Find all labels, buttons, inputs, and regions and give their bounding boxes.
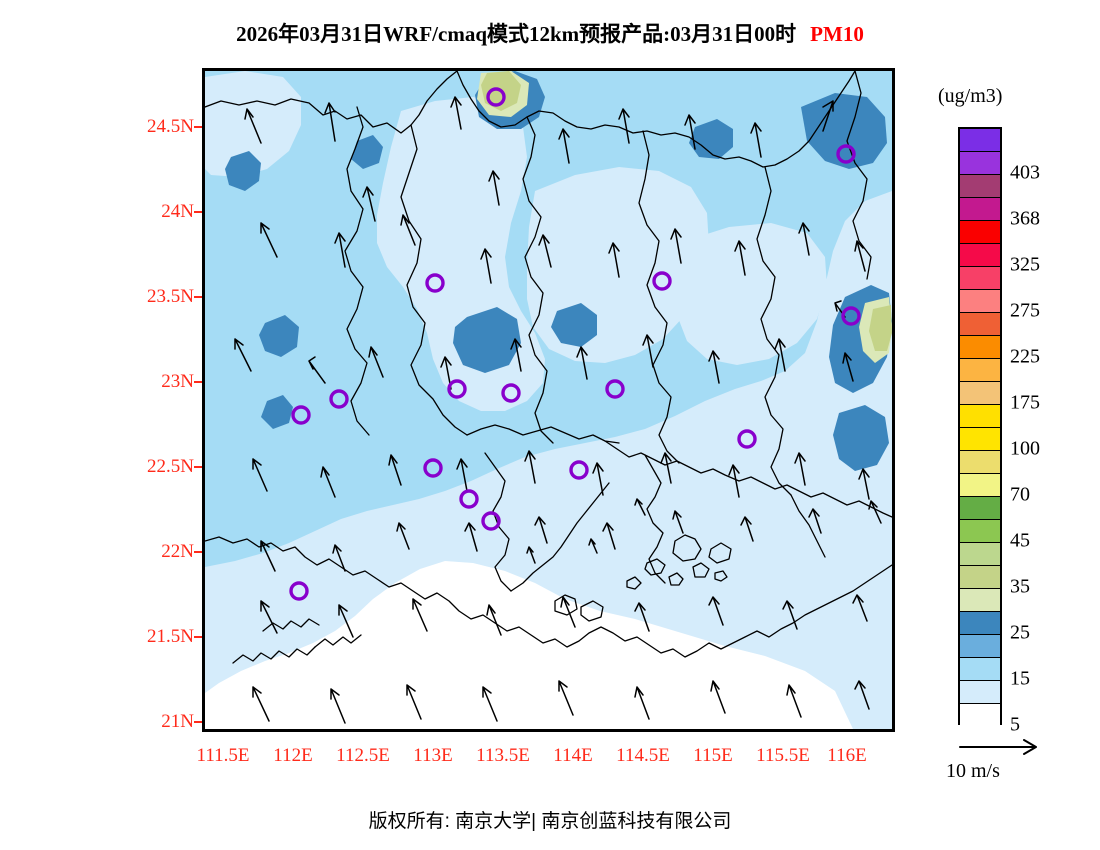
colorbar-band-14 [960, 451, 1000, 474]
colorbar-tick-403: 403 [1010, 161, 1040, 184]
colorbar-tick-45: 45 [1010, 529, 1030, 552]
x-tick-label-115.5E: 115.5E [756, 745, 810, 766]
copyright-footer: 版权所有: 南京大学| 南京创蓝科技有限公司 [368, 811, 732, 832]
wind-vector-field [234, 96, 882, 724]
colorbar-tick-225: 225 [1010, 345, 1040, 368]
y-tick-label-24.5N: 24.5N [147, 116, 194, 137]
colorbar-band-9 [960, 336, 1000, 359]
colorbar-tick-275: 275 [1010, 299, 1040, 322]
map-canvas [205, 71, 892, 729]
colorbar-band-19 [960, 566, 1000, 589]
title-species-text: PM10 [810, 22, 864, 46]
colorbar-band-0 [960, 129, 1000, 152]
colorbar-band-10 [960, 359, 1000, 382]
colorbar-band-13 [960, 428, 1000, 451]
colorbar-band-3 [960, 198, 1000, 221]
x-tick-label-114E: 114E [553, 745, 593, 766]
colorbar-band-25 [960, 704, 1000, 727]
colorbar-tick-25: 25 [1010, 621, 1030, 644]
y-tick-label-23N: 23N [161, 371, 194, 392]
colorbar-tick-175: 175 [1010, 391, 1040, 414]
colorbar-tick-100: 100 [1010, 437, 1040, 460]
colorbar[interactable] [958, 127, 1002, 727]
page-title: 2026年03月31日WRF/cmaq模式12km预报产品:03月31日00时 P… [0, 18, 1100, 48]
colorbar-band-11 [960, 382, 1000, 405]
colorbar-band-7 [960, 290, 1000, 313]
colorbar-band-5 [960, 244, 1000, 267]
x-tick-label-116E: 116E [827, 745, 867, 766]
colorbar-band-17 [960, 520, 1000, 543]
colorbar-band-15 [960, 474, 1000, 497]
colorbar-band-23 [960, 658, 1000, 681]
y-tick-label-21N: 21N [161, 711, 194, 732]
colorbar-band-4 [960, 221, 1000, 244]
x-tick-label-113.5E: 113.5E [476, 745, 530, 766]
colorbar-band-6 [960, 267, 1000, 290]
title-main-text: 2026年03月31日WRF/cmaq模式12km预报产品:03月31日00时 [236, 22, 797, 46]
x-tick-label-112E: 112E [273, 745, 313, 766]
colorbar-tick-35: 35 [1010, 575, 1030, 598]
colorbar-band-22 [960, 635, 1000, 658]
colorbar-legend: (ug/m3) 403 368 325 275 225 175 100 70 45 35 25 15 5 [930, 85, 1095, 745]
x-tick-label-112.5E: 112.5E [336, 745, 390, 766]
colorbar-band-8 [960, 313, 1000, 336]
x-tick-label-113E: 113E [413, 745, 453, 766]
colorbar-band-20 [960, 589, 1000, 612]
colorbar-tick-70: 70 [1010, 483, 1030, 506]
colorbar-tick-368: 368 [1010, 207, 1040, 230]
wind-scale-label: 10 m/s [946, 760, 1000, 782]
x-tick-label-111.5E: 111.5E [196, 745, 250, 766]
right-arrow-icon [959, 739, 1037, 755]
colorbar-tick-5: 5 [1010, 713, 1020, 736]
y-tick-label-22N: 22N [161, 541, 194, 562]
colorbar-band-21 [960, 612, 1000, 635]
station-markers [289, 87, 861, 601]
colorbar-tick-15: 15 [1010, 667, 1030, 690]
y-tick-label-24N: 24N [161, 201, 194, 222]
colorbar-units-label: (ug/m3) [938, 85, 1003, 107]
colorbar-band-18 [960, 543, 1000, 566]
colorbar-tick-325: 325 [1010, 253, 1040, 276]
y-tick-label-21.5N: 21.5N [147, 626, 194, 647]
x-tick-label-114.5E: 114.5E [616, 745, 670, 766]
colorbar-band-16 [960, 497, 1000, 520]
y-tick-label-23.5N: 23.5N [147, 286, 194, 307]
x-tick-label-115E: 115E [693, 745, 733, 766]
colorbar-band-1 [960, 152, 1000, 175]
colorbar-band-12 [960, 405, 1000, 428]
map-plot-area[interactable] [202, 68, 895, 732]
wind-scale-key: 10 m/s [946, 738, 1096, 790]
colorbar-band-24 [960, 681, 1000, 704]
y-tick-label-22.5N: 22.5N [147, 456, 194, 477]
colorbar-band-2 [960, 175, 1000, 198]
